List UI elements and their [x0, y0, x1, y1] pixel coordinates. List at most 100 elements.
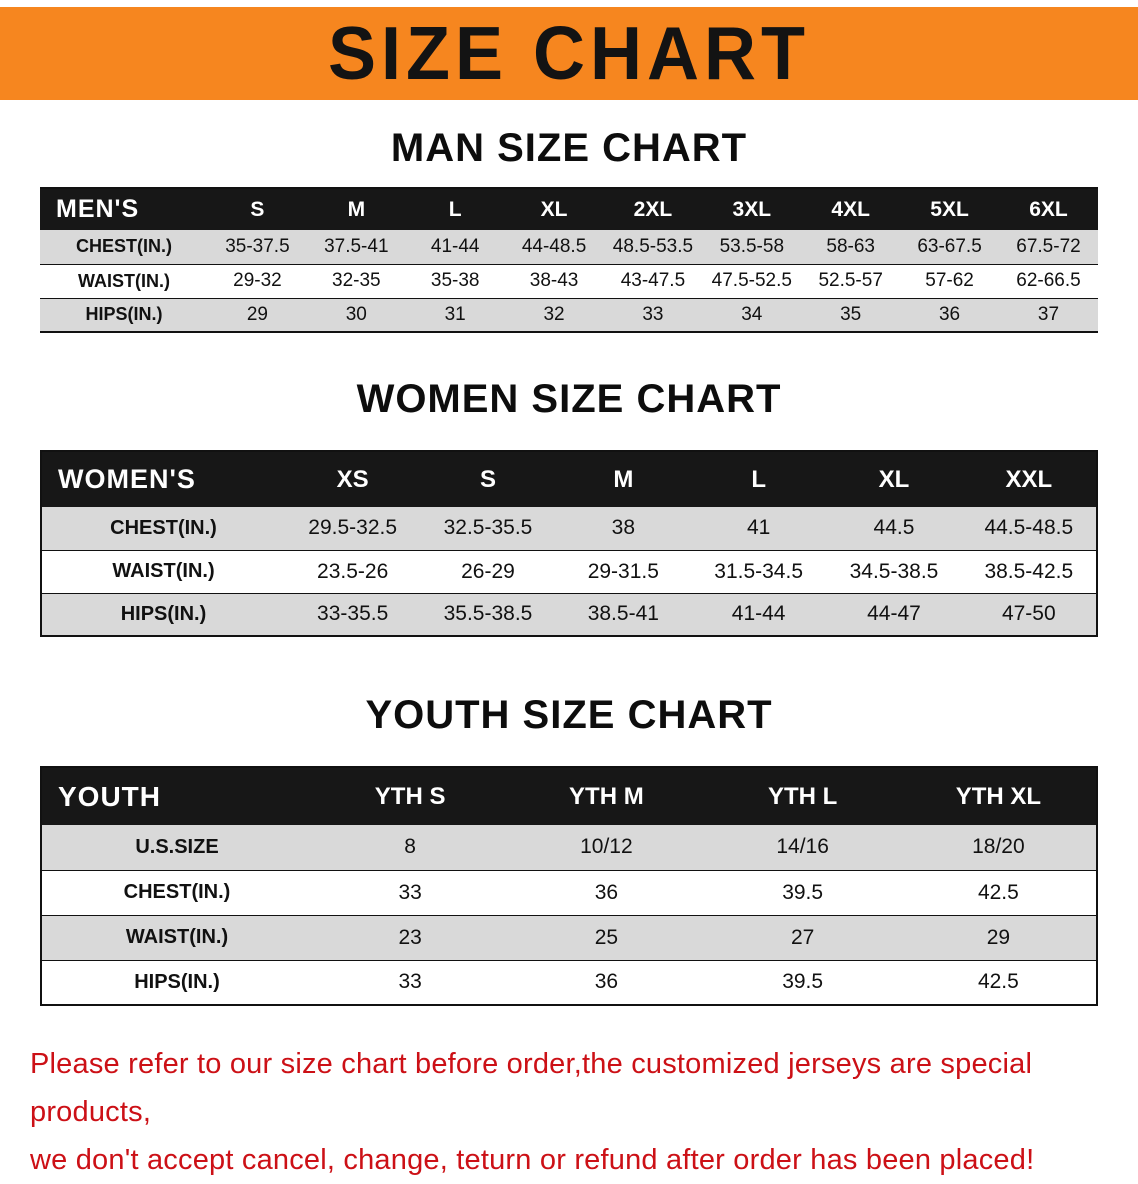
table-cell: 29-31.5 — [587, 559, 659, 583]
table-cell: 33 — [398, 880, 422, 904]
table-cell: 35-38 — [430, 270, 480, 291]
table-row: WAIST(IN.) 29-32 32-35 35-38 38-43 43-47.5 47.… — [40, 264, 1098, 298]
row-label: HIPS(IN.) — [134, 970, 220, 993]
table-cell: 31.5-34.5 — [714, 559, 804, 583]
table-cell: 30 — [345, 303, 367, 325]
table-cell: 18/20 — [972, 835, 1025, 859]
column-header: 2XL — [633, 197, 673, 221]
table-cell: 29 — [986, 925, 1011, 949]
table-cell: 33-35.5 — [317, 602, 389, 626]
column-header: S — [479, 465, 496, 493]
header-row: WOMEN'S XS S M L XL XXL — [41, 451, 1097, 507]
table-row: CHEST(IN.) 35-37.5 37.5-41 41-44 44-48.5 48.5… — [40, 230, 1098, 264]
table-corner-label: MEN'S — [56, 195, 140, 223]
column-header: M — [613, 465, 634, 493]
column-header: XXL — [1005, 465, 1053, 493]
column-header: YTH S — [374, 782, 446, 810]
table-row: HIPS(IN.) 33 36 39.5 42.5 — [41, 960, 1097, 1005]
column-header: S — [250, 197, 265, 221]
table-cell: 36 — [594, 880, 619, 904]
table-cell: 44-47 — [867, 602, 921, 626]
column-header: XL — [878, 465, 910, 493]
table-cell: 33 — [642, 303, 664, 325]
women-size-table: WOMEN'S XS S M L XL XXL CHEST(IN.) 29.5-32.5 32.5… — [40, 450, 1098, 637]
row-label: HIPS(IN.) — [120, 602, 207, 625]
row-label: U.S.SIZE — [135, 835, 219, 858]
column-header: 6XL — [1029, 197, 1068, 221]
column-header: YTH M — [569, 782, 644, 810]
youth-size-table: YOUTH YTH S YTH M YTH L YTH XL U.S.SIZE 8 10/12… — [40, 766, 1098, 1006]
men-size-table: MEN'S S M L XL 2XL 3XL 4XL 5XL 6XL CHEST(IN.) 35-37… — [40, 187, 1098, 333]
row-label: WAIST(IN.) — [78, 270, 170, 291]
table-cell: 53.5-58 — [719, 235, 785, 257]
table-cell: 47-50 — [1001, 602, 1056, 626]
table-cell: 41-44 — [731, 602, 786, 626]
column-header: YTH L — [767, 782, 838, 810]
table-cell: 25 — [594, 925, 619, 949]
table-cell: 41 — [746, 516, 771, 540]
notice-line-2: we don't accept cancel, change, teturn o… — [30, 1144, 1035, 1176]
header-row: MEN'S S M L XL 2XL 3XL 4XL 5XL 6XL — [40, 188, 1098, 230]
table-cell: 39.5 — [782, 970, 824, 994]
size-chart-banner: SIZE CHART — [0, 7, 1138, 100]
table-cell: 34.5-38.5 — [849, 559, 939, 583]
table-cell: 35.5-38.5 — [443, 602, 533, 626]
table-cell: 33 — [398, 970, 422, 994]
column-header: XS — [336, 465, 369, 493]
youth-size-chart-heading: YOUTH SIZE CHART — [365, 693, 773, 737]
table-cell: 44.5-48.5 — [984, 516, 1074, 540]
table-cell: 42.5 — [977, 970, 1019, 994]
table-row: WAIST(IN.) 23 25 27 29 — [41, 915, 1097, 960]
table-cell: 37 — [1037, 303, 1060, 325]
table-cell: 23.5-26 — [317, 559, 389, 583]
table-cell: 36 — [938, 303, 961, 325]
table-cell: 37.5-41 — [324, 235, 389, 257]
table-row: HIPS(IN.) 33-35.5 35.5-38.5 38.5-41 41-44 44-… — [41, 593, 1097, 636]
table-cell: 48.5-53.5 — [612, 235, 694, 257]
table-cell: 44.5 — [873, 516, 915, 540]
table-cell: 27 — [790, 925, 815, 949]
table-cell: 67.5-72 — [1016, 235, 1081, 257]
column-header: 5XL — [930, 197, 969, 221]
table-cell: 62-66.5 — [1016, 270, 1081, 291]
table-cell: 8 — [404, 835, 416, 859]
row-label: HIPS(IN.) — [85, 304, 163, 325]
row-label: WAIST(IN.) — [112, 560, 215, 582]
table-cell: 52.5-57 — [818, 270, 883, 291]
man-size-chart-heading: MAN SIZE CHART — [390, 126, 748, 170]
table-cell: 32 — [543, 303, 565, 325]
row-label: CHEST(IN.) — [123, 881, 231, 903]
column-header: XL — [540, 197, 568, 221]
table-cell: 47.5-52.5 — [711, 270, 792, 291]
column-header: L — [751, 465, 766, 493]
table-cell: 57-62 — [925, 270, 974, 291]
table-cell: 14/16 — [776, 835, 829, 859]
table-cell: 35-37.5 — [225, 235, 290, 257]
table-cell: 38-43 — [529, 270, 579, 291]
table-cell: 44-48.5 — [521, 235, 587, 257]
table-row: U.S.SIZE 8 10/12 14/16 18/20 — [41, 825, 1097, 870]
table-cell: 35 — [840, 303, 862, 325]
table-row: WAIST(IN.) 23.5-26 26-29 29-31.5 31.5-34.5 34… — [41, 550, 1097, 593]
table-corner-label: YOUTH — [58, 780, 161, 812]
table-cell: 34 — [741, 303, 763, 325]
table-cell: 10/12 — [580, 835, 633, 859]
row-label: CHEST(IN.) — [110, 516, 217, 539]
column-header: 4XL — [831, 197, 870, 221]
banner-title: SIZE CHART — [328, 11, 810, 96]
column-header: 3XL — [732, 197, 772, 221]
row-label: CHEST(IN.) — [76, 236, 172, 257]
table-cell: 29-32 — [233, 270, 282, 291]
table-cell: 32-35 — [332, 270, 381, 291]
table-cell: 36 — [594, 970, 619, 994]
notice-line-1: Please refer to our size chart before or… — [30, 1048, 1033, 1128]
table-cell: 38 — [611, 516, 635, 540]
table-cell: 39.5 — [782, 880, 824, 904]
table-cell: 58-63 — [826, 235, 875, 257]
table-row: HIPS(IN.) 29 30 31 32 33 34 35 36 37 — [40, 298, 1098, 332]
column-header: L — [448, 197, 462, 221]
table-cell: 38.5-42.5 — [984, 559, 1074, 583]
column-header: YTH XL — [955, 782, 1042, 810]
header-row: YOUTH YTH S YTH M YTH L YTH XL — [41, 767, 1097, 825]
column-header: M — [347, 197, 366, 221]
